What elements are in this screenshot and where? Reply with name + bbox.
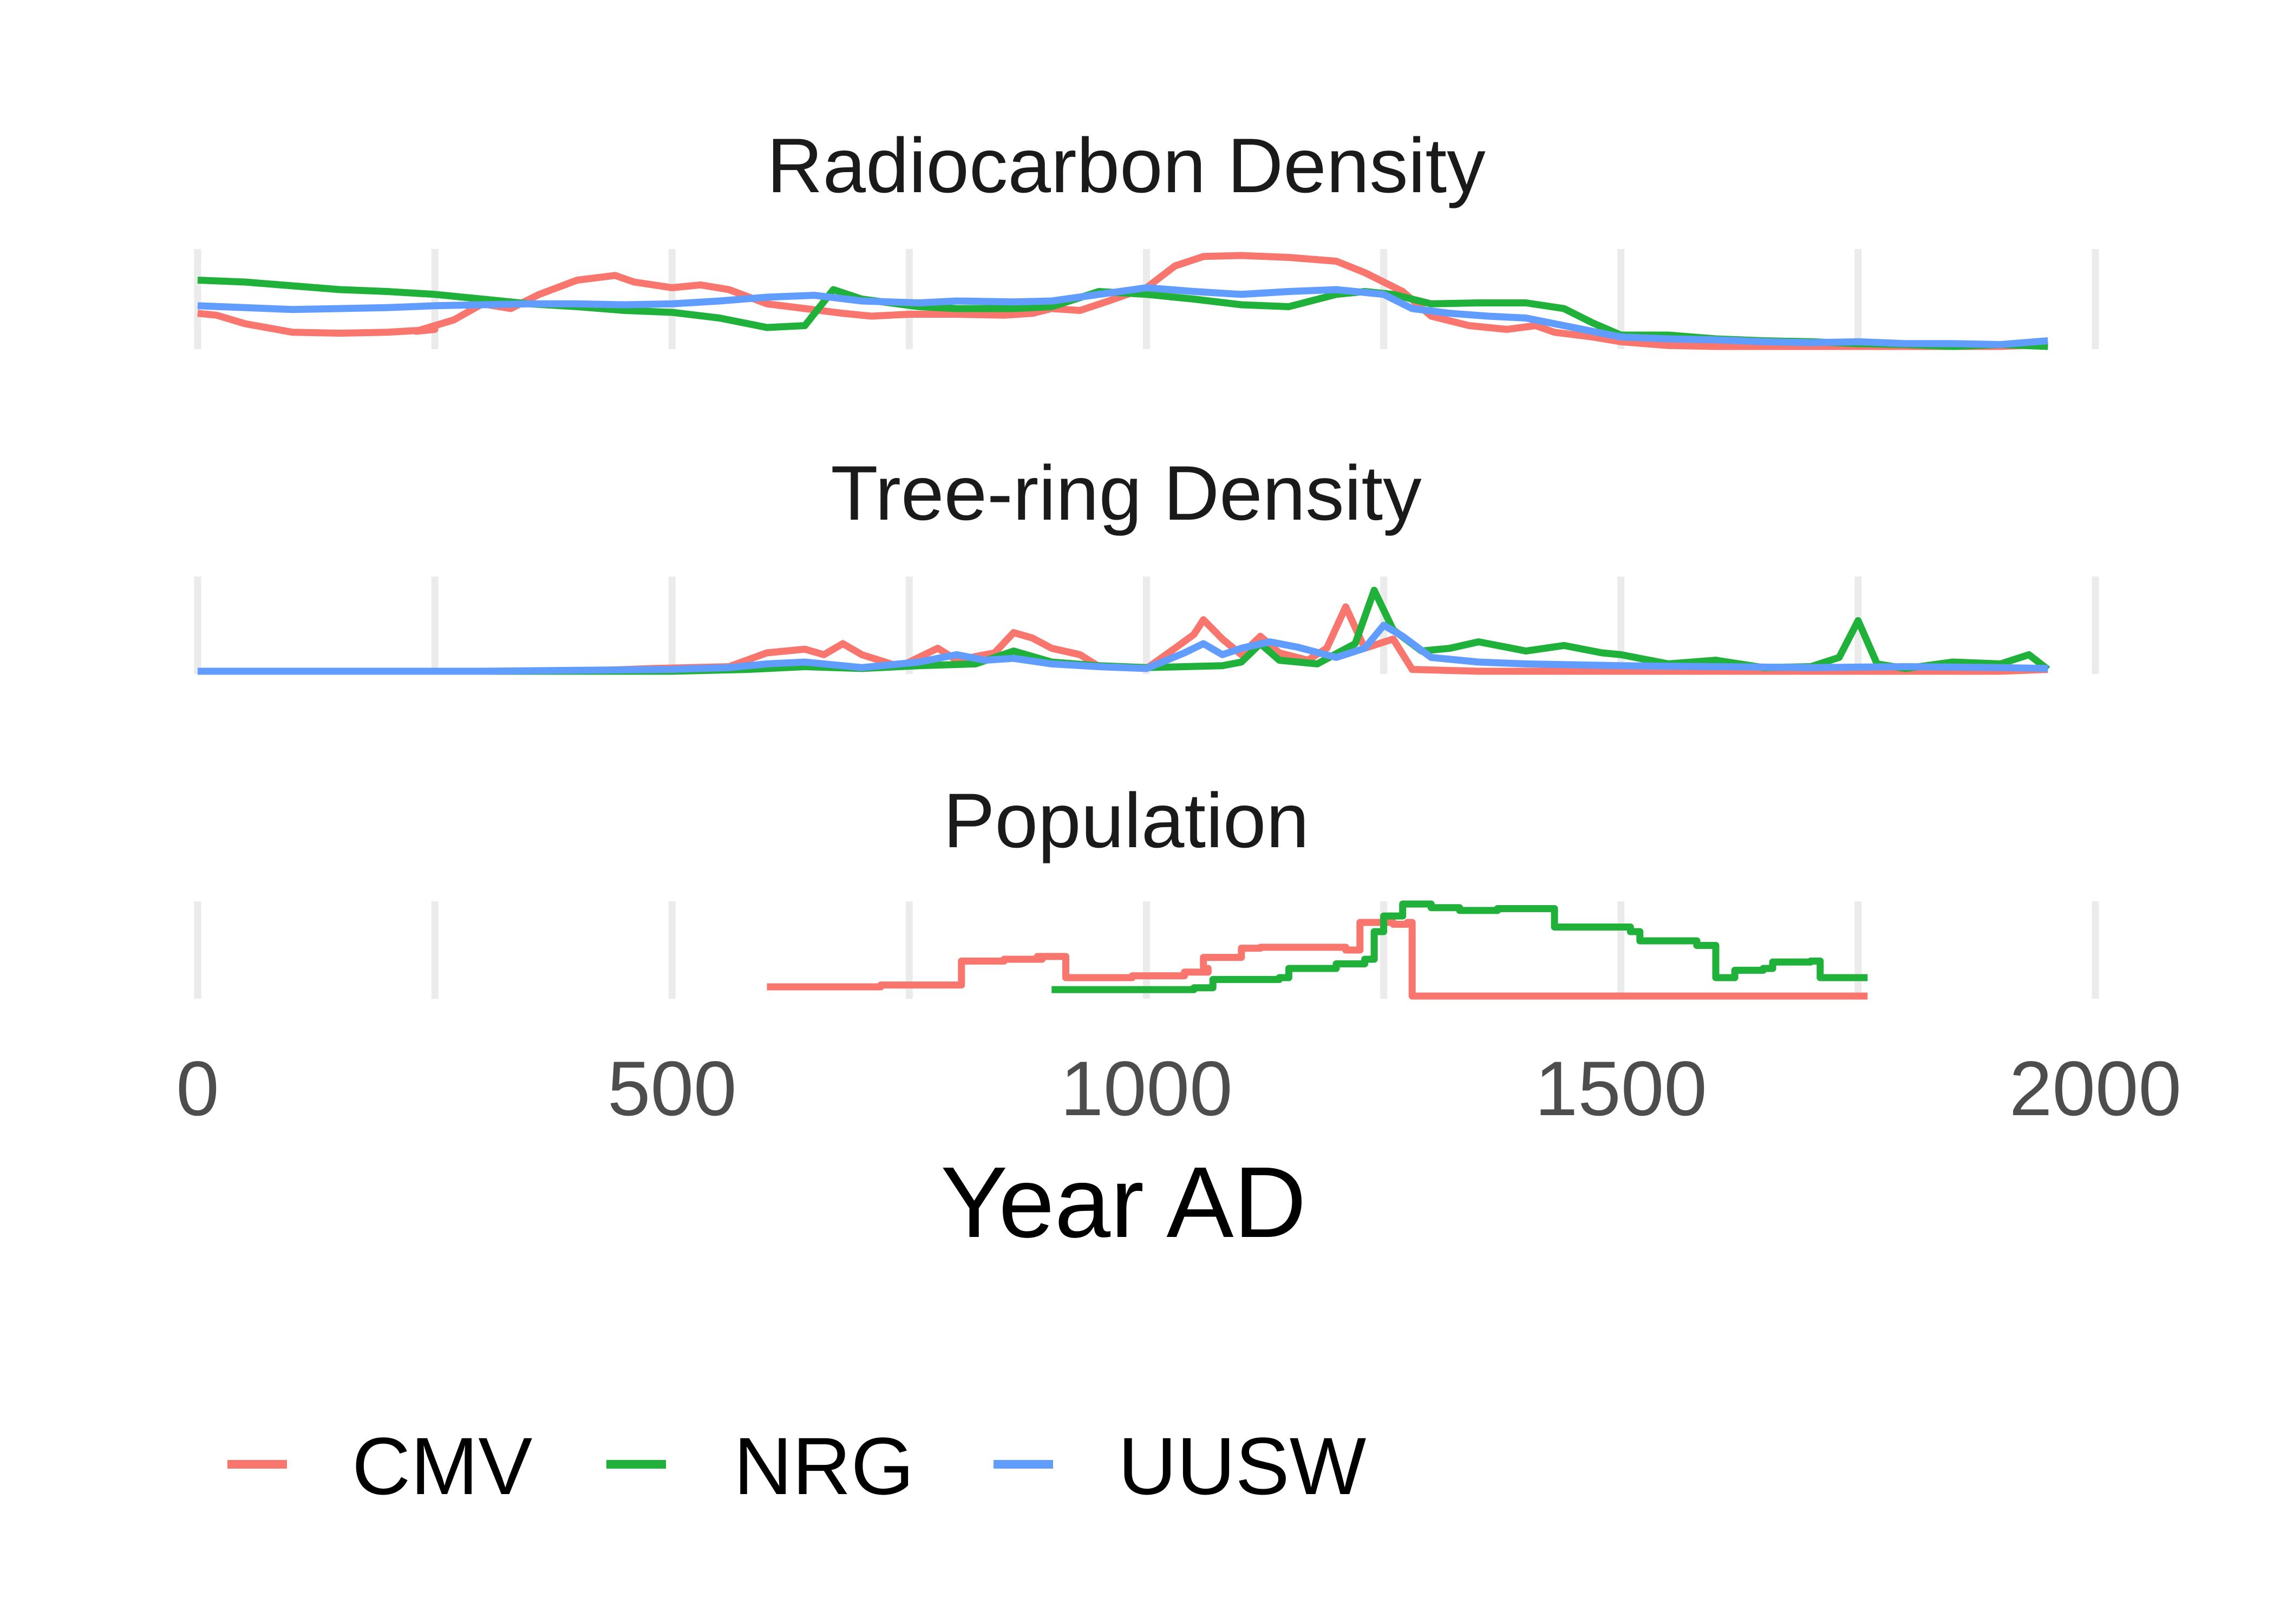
panel-title-tree-ring: Tree-ring Density: [831, 450, 1422, 536]
panel-title-population: Population: [943, 778, 1309, 864]
x-tick-label: 1500: [1535, 1046, 1707, 1132]
series-line-cmv: [197, 252, 2048, 350]
panel-title-radiocarbon: Radiocarbon Density: [767, 123, 1486, 209]
panel-series-lines: [197, 252, 2048, 350]
x-tick-label: 500: [607, 1046, 737, 1132]
series-line-nrg: [1051, 900, 1868, 993]
series-line-cmv: [767, 919, 1868, 1000]
panel-series-lines: [767, 900, 1868, 1000]
x-tick-label: 2000: [2009, 1046, 2181, 1132]
legend-label-nrg: NRG: [734, 1420, 914, 1511]
panel-series-lines: [198, 586, 2050, 675]
x-axis: 0 500 1000 1500 2000 Year AD: [176, 1046, 2181, 1259]
legend-label-uusw: UUSW: [1118, 1420, 1367, 1511]
panel-radiocarbon-density: Radiocarbon Density: [194, 123, 2099, 350]
legend: CMV NRG UUSW: [227, 1420, 1367, 1511]
panel-population: Population: [194, 778, 2099, 1000]
series-line-uusw: [197, 284, 2048, 348]
x-axis-title: Year AD: [940, 1147, 1306, 1259]
panel-tree-ring-density: Tree-ring Density: [194, 450, 2099, 675]
x-tick-label: 1000: [1060, 1046, 1232, 1132]
x-tick-label: 0: [176, 1046, 219, 1132]
series-line-uusw: [198, 621, 2048, 675]
legend-label-cmv: CMV: [352, 1420, 532, 1511]
